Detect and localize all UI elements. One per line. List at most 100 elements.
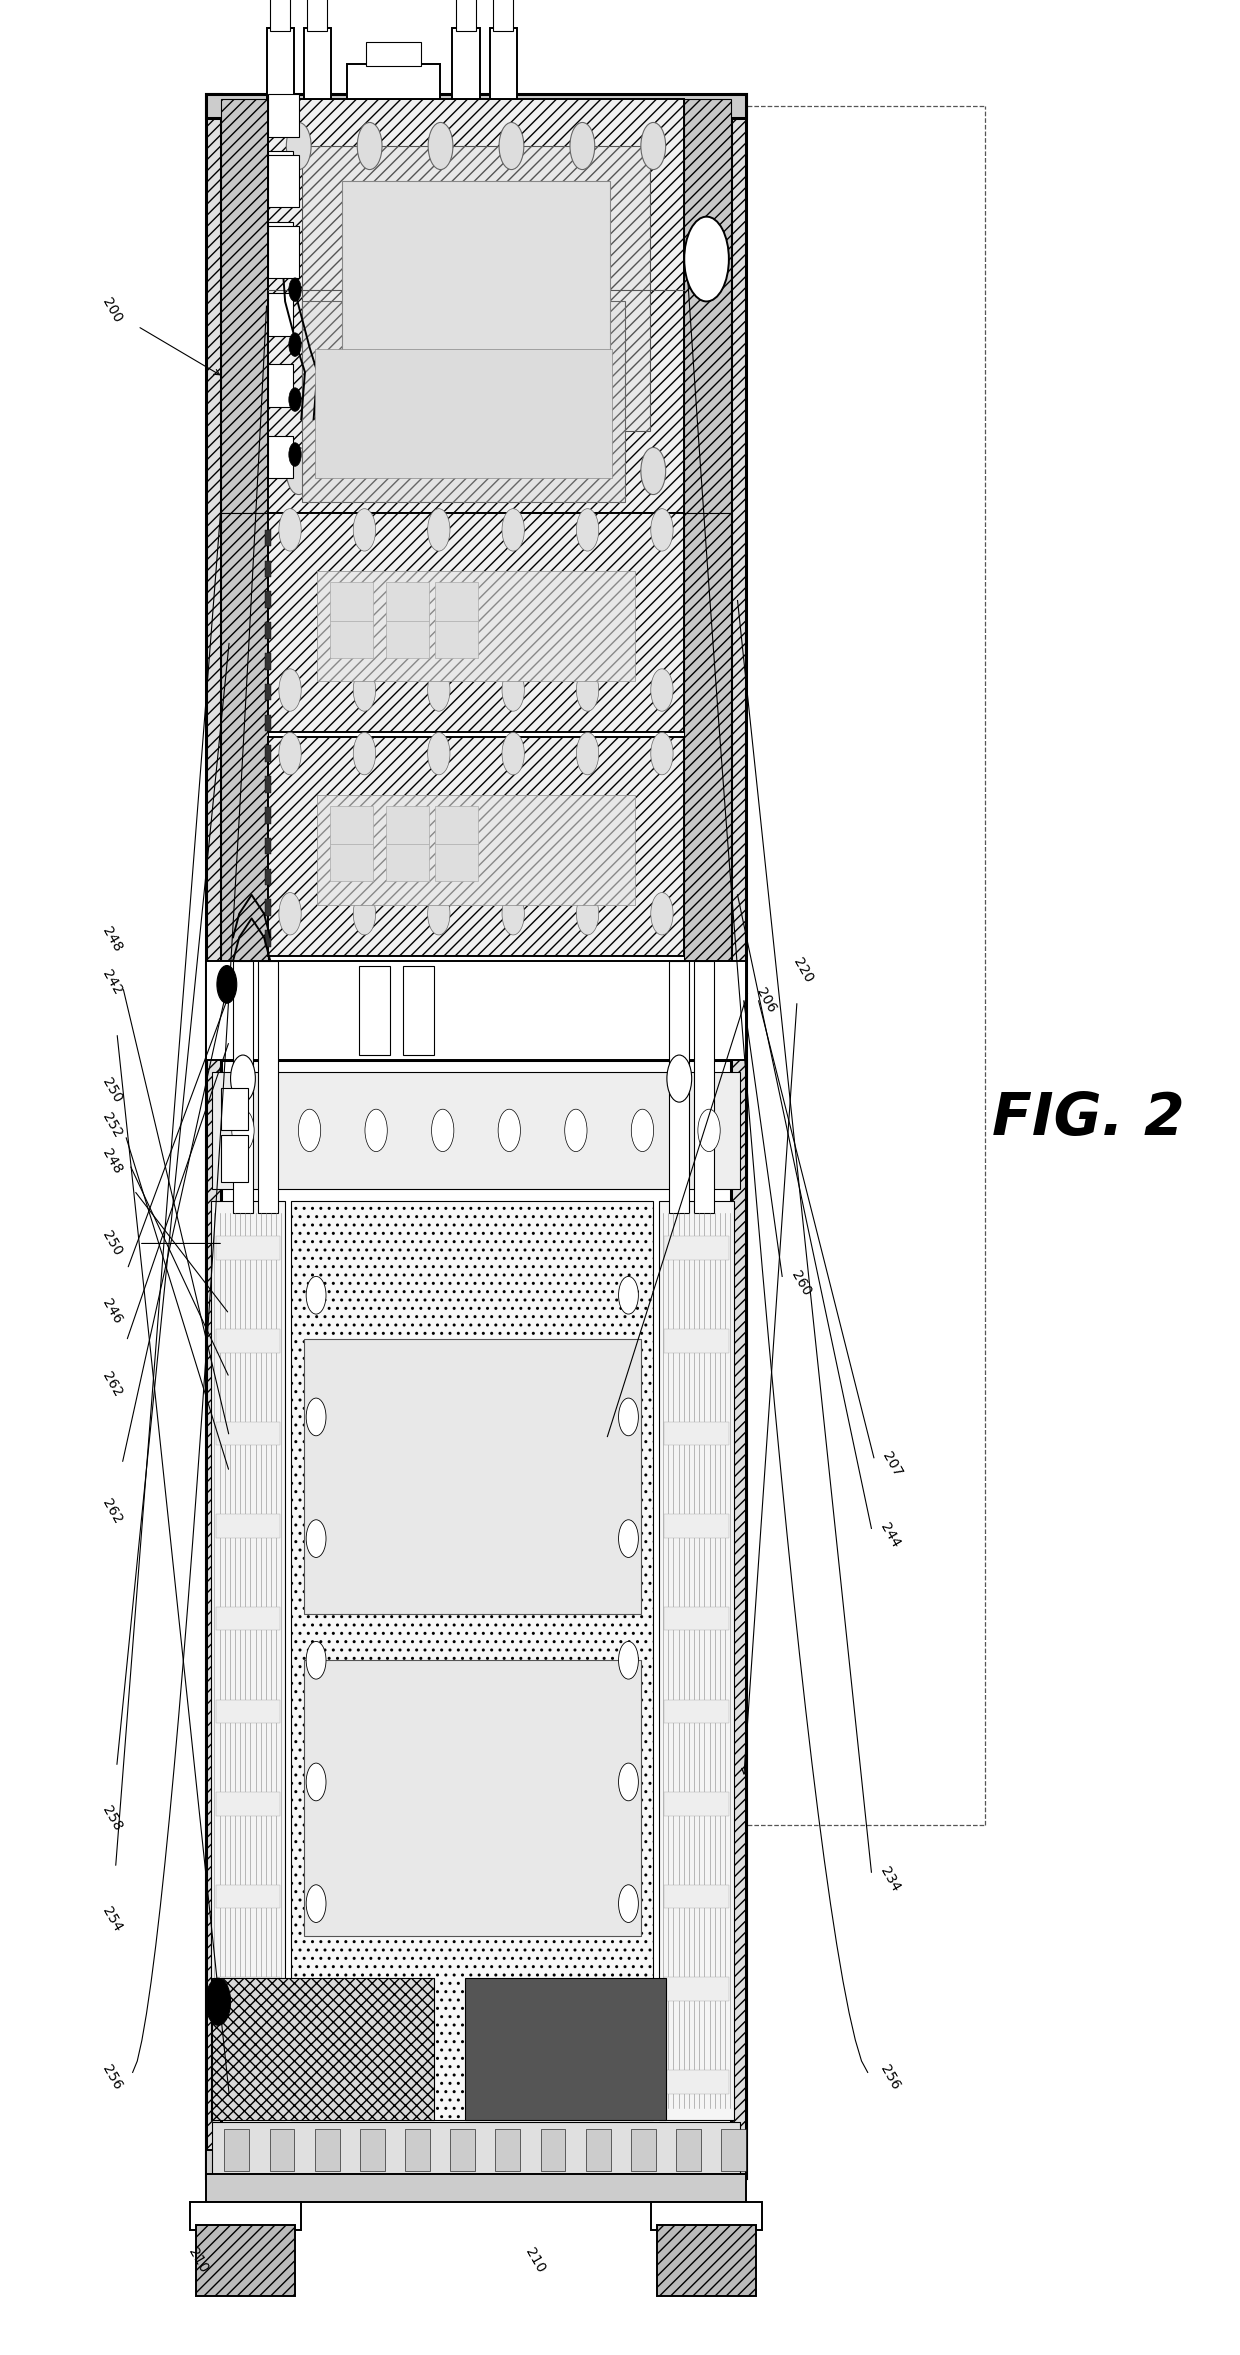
Bar bbox=[684, 513, 732, 961]
Bar bbox=[684, 99, 732, 513]
Bar bbox=[315, 349, 613, 478]
Bar bbox=[216, 1514, 280, 1538]
Text: 242: 242 bbox=[99, 968, 124, 996]
Bar bbox=[317, 572, 635, 681]
Bar bbox=[265, 777, 272, 794]
Circle shape bbox=[428, 447, 453, 495]
Circle shape bbox=[353, 732, 376, 775]
Bar bbox=[268, 151, 293, 193]
Text: 210: 210 bbox=[186, 2247, 211, 2275]
Circle shape bbox=[651, 509, 673, 551]
Bar bbox=[206, 94, 746, 118]
Circle shape bbox=[232, 1109, 254, 1152]
Bar bbox=[665, 1700, 729, 1724]
Bar bbox=[291, 1201, 653, 2120]
Bar bbox=[541, 2129, 565, 2171]
Bar bbox=[435, 582, 479, 622]
Circle shape bbox=[306, 1884, 326, 1922]
Circle shape bbox=[428, 122, 453, 170]
Circle shape bbox=[428, 509, 450, 551]
Circle shape bbox=[498, 447, 523, 495]
Bar bbox=[206, 2174, 746, 2202]
Circle shape bbox=[619, 1276, 639, 1314]
Bar bbox=[360, 2129, 384, 2171]
Circle shape bbox=[289, 389, 301, 412]
Bar bbox=[258, 961, 278, 1213]
Bar bbox=[212, 2122, 740, 2174]
Text: 254: 254 bbox=[99, 1905, 124, 1933]
Bar bbox=[221, 1088, 248, 1130]
Bar bbox=[265, 808, 272, 824]
Circle shape bbox=[570, 122, 595, 170]
Bar bbox=[304, 1340, 641, 1616]
Bar bbox=[265, 560, 272, 577]
Bar bbox=[694, 961, 714, 1213]
Circle shape bbox=[577, 732, 599, 775]
Circle shape bbox=[289, 278, 301, 301]
Text: 200: 200 bbox=[99, 297, 124, 325]
Bar bbox=[265, 900, 272, 916]
Circle shape bbox=[502, 732, 525, 775]
Bar bbox=[660, 1201, 734, 2120]
Bar bbox=[435, 805, 479, 845]
Circle shape bbox=[306, 1641, 326, 1679]
Bar bbox=[265, 530, 272, 546]
Bar bbox=[212, 1072, 740, 1189]
Bar bbox=[268, 226, 299, 278]
Circle shape bbox=[306, 1764, 326, 1802]
Bar bbox=[268, 155, 299, 207]
Circle shape bbox=[286, 447, 311, 495]
Text: 256: 256 bbox=[99, 2063, 124, 2091]
Circle shape bbox=[289, 443, 301, 466]
Bar bbox=[216, 1328, 280, 1352]
Bar bbox=[386, 617, 429, 657]
Bar bbox=[216, 1884, 280, 1908]
Bar bbox=[722, 2129, 746, 2171]
Circle shape bbox=[279, 732, 301, 775]
Circle shape bbox=[619, 1764, 639, 1802]
Bar bbox=[665, 1328, 729, 1352]
Text: 248: 248 bbox=[99, 1147, 124, 1175]
Circle shape bbox=[357, 447, 382, 495]
Bar bbox=[386, 841, 429, 881]
Text: 258: 258 bbox=[99, 1804, 124, 1832]
Circle shape bbox=[577, 669, 599, 711]
Circle shape bbox=[577, 893, 599, 935]
Circle shape bbox=[206, 1978, 231, 2025]
Bar bbox=[665, 1514, 729, 1538]
Circle shape bbox=[631, 1109, 653, 1152]
Text: 206: 206 bbox=[754, 987, 779, 1015]
Circle shape bbox=[502, 509, 525, 551]
Circle shape bbox=[365, 1109, 387, 1152]
Bar bbox=[670, 961, 689, 1213]
Bar bbox=[265, 747, 272, 763]
Bar bbox=[233, 961, 253, 1213]
Bar bbox=[268, 737, 684, 956]
Bar bbox=[665, 1236, 729, 1260]
Bar bbox=[453, 28, 480, 99]
Bar bbox=[330, 617, 373, 657]
Bar bbox=[267, 28, 294, 99]
Circle shape bbox=[428, 732, 450, 775]
Bar bbox=[308, 0, 327, 31]
Bar bbox=[435, 841, 479, 881]
Bar bbox=[435, 617, 479, 657]
Bar bbox=[496, 2129, 521, 2171]
Circle shape bbox=[428, 669, 450, 711]
Circle shape bbox=[651, 732, 673, 775]
Circle shape bbox=[619, 1884, 639, 1922]
Circle shape bbox=[279, 669, 301, 711]
Bar bbox=[317, 796, 635, 904]
Circle shape bbox=[641, 122, 666, 170]
Circle shape bbox=[279, 509, 301, 551]
Text: 252: 252 bbox=[99, 1112, 124, 1140]
Circle shape bbox=[498, 1109, 521, 1152]
Circle shape bbox=[306, 1276, 326, 1314]
Bar bbox=[403, 966, 434, 1055]
Bar bbox=[366, 42, 422, 66]
Circle shape bbox=[502, 669, 525, 711]
Bar bbox=[268, 365, 293, 407]
Bar bbox=[216, 1978, 280, 2002]
Bar bbox=[268, 294, 293, 337]
Bar bbox=[216, 1606, 280, 1630]
